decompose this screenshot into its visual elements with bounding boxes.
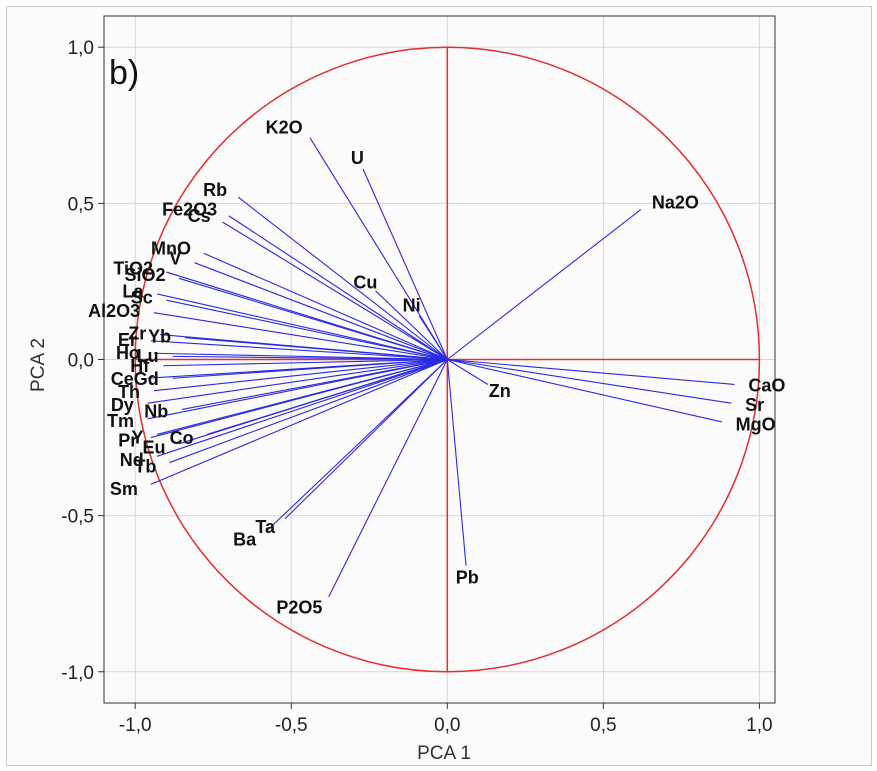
vector-sio2 (178, 277, 448, 361)
vector-yb (185, 337, 448, 361)
vector-label-co: Co (170, 428, 194, 448)
vector-lu (172, 355, 448, 361)
vector-label-sr: Sr (745, 395, 764, 415)
vector-label-nd: Nd (120, 450, 144, 470)
vector-label-mno: MnO (151, 239, 191, 259)
vector-pb (446, 359, 467, 566)
vector-label-cs: Cs (188, 206, 211, 226)
vector-label-na2o: Na2O (652, 192, 699, 212)
vector-label-nb: Nb (144, 402, 168, 422)
vector-fe2o3 (228, 215, 448, 360)
vector-rb (237, 196, 448, 360)
vector-k2o (309, 137, 448, 360)
vector-label-yb: Yb (148, 327, 171, 347)
loading-vectors (147, 137, 735, 598)
vector-label-zr: Zr (128, 323, 146, 343)
vector-cao (447, 358, 735, 386)
y-tick-label: 0,0 (68, 351, 94, 372)
vector-label-sc: Sc (131, 288, 153, 308)
vector-sm (150, 358, 448, 485)
vector-label-p2o5: P2O5 (276, 598, 322, 618)
vector-label-pb: Pb (456, 568, 479, 588)
vector-sc (166, 299, 448, 361)
vector-label-u: U (351, 148, 364, 168)
vector-u (362, 168, 448, 360)
vector-label-eu: Eu (143, 437, 166, 457)
vector-gd (172, 358, 448, 379)
vector-label-rb: Rb (203, 180, 227, 200)
vector-cs (222, 221, 448, 360)
vector-nd (156, 358, 448, 457)
vector-mno (203, 252, 448, 361)
vector-th (153, 358, 448, 392)
vector-label-tm: Tm (107, 411, 134, 431)
vector-label-sio2: SiO2 (124, 265, 165, 285)
y-axis-label: PCA 2 (28, 338, 49, 392)
vector-p2o5 (328, 359, 448, 598)
vector-sr (447, 358, 732, 404)
vector-label-pr: Pr (118, 431, 137, 451)
vector-label-v: V (169, 248, 181, 268)
vector-label-hf: Hf (130, 356, 150, 376)
vector-al2o3 (153, 312, 448, 361)
x-tick-label: 0,5 (590, 715, 616, 736)
vector-label-ba: Ba (233, 530, 257, 550)
vector-label-al2o3: Al2O3 (88, 301, 140, 321)
vector-hf (163, 358, 448, 367)
vector-label-k2o: K2O (266, 118, 303, 138)
vector-la (156, 293, 448, 361)
vector-label-cu: Cu (353, 273, 377, 293)
y-tick-label: 1,0 (68, 38, 94, 59)
x-axis-label: PCA 1 (417, 743, 471, 764)
vector-ta (284, 359, 448, 520)
vector-tm (147, 358, 448, 420)
vector-label-th: Th (118, 382, 140, 402)
panel-label: b) (109, 54, 139, 92)
vector-er (150, 340, 448, 361)
x-tick-label: -1,0 (119, 715, 152, 736)
vector-label-ce: Ce (111, 369, 134, 389)
vector-co (206, 358, 448, 435)
vector-tb (169, 358, 448, 464)
vector-pr (150, 358, 448, 439)
vector-v (194, 262, 448, 361)
x-tick-label: -0,5 (275, 715, 308, 736)
vector-label-tio2: TiO2 (113, 258, 153, 278)
vector-zn (447, 359, 489, 385)
y-tick-label: 0,5 (68, 194, 94, 215)
vector-ni (418, 315, 448, 360)
tick-labels: -1,0 -0,5 0,0 0,5 1,0 1,0 0,5 0,0 -0,5 -1,0 (61, 38, 772, 736)
vector-cu (375, 290, 448, 360)
vector-label-y: Y (131, 427, 143, 447)
vector-label-dy: Dy (111, 395, 134, 415)
y-tick-label: -0,5 (61, 507, 94, 528)
vector-label-la: La (122, 281, 144, 301)
vector-label-ho: Ho (116, 343, 140, 363)
vector-label-ta: Ta (255, 517, 276, 537)
x-tick-label: 1,0 (746, 715, 772, 736)
vector-na2o (446, 209, 642, 360)
vector-dy (147, 358, 448, 404)
vector-label-lu: Lu (137, 346, 159, 366)
x-tick-label: 0,0 (434, 715, 460, 736)
vector-ba (265, 359, 448, 532)
vector-label-zn: Zn (489, 381, 511, 401)
vector-mgo (447, 358, 723, 423)
y-tick-label: -1,0 (61, 663, 94, 684)
vector-label-ni: Ni (403, 296, 421, 316)
chart-frame: K2O U Na2O Rb Fe2O3 Cs MnO V TiO2 SiO2 Cu La Sc Ni Al2… (6, 6, 872, 766)
vector-label-mgo: MgO (736, 415, 776, 435)
vector-label-fe2o3: Fe2O3 (162, 199, 217, 219)
vector-label-tb: Tb (134, 457, 156, 477)
vector-label-gd: Gd (134, 369, 159, 389)
vector-label-cao: CaO (748, 376, 785, 396)
vector-label-sm: Sm (110, 479, 138, 499)
vector-label-er: Er (118, 330, 137, 350)
